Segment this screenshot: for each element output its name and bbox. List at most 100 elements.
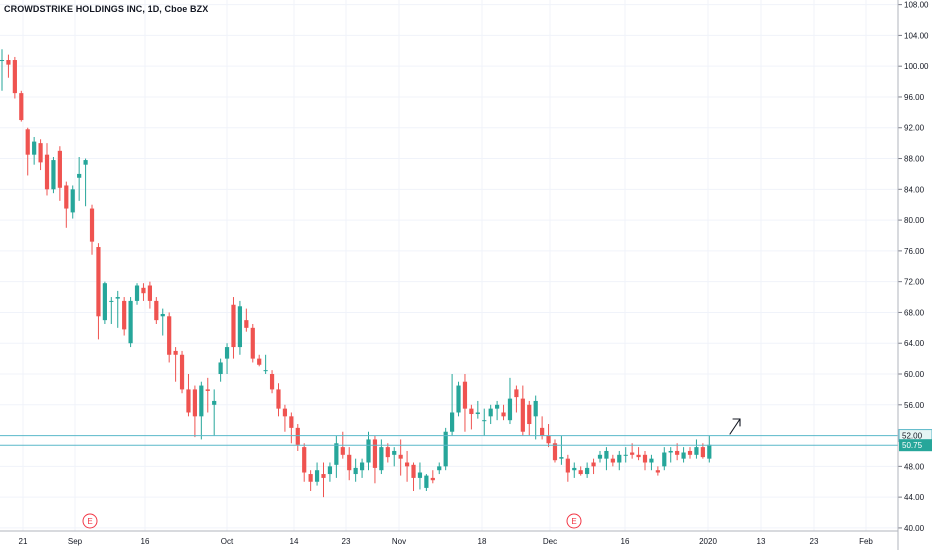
candle-body (527, 404, 532, 425)
price-tick-label: 108.00 (904, 1, 929, 10)
candle-body (372, 439, 378, 468)
price-label: 50.75 (902, 441, 923, 450)
time-tick-label: 14 (290, 537, 299, 546)
candle-body (707, 444, 712, 459)
candle-body (205, 389, 210, 391)
price-axis: 108.00 104.00 100.00 96.00 92.00 88.00 84.00 80… (897, 0, 929, 550)
candle (495, 400, 500, 421)
candle-body (649, 458, 654, 463)
candle (572, 462, 577, 478)
candle (115, 290, 120, 328)
candle (450, 374, 455, 436)
candle (655, 466, 660, 476)
candle (224, 343, 230, 375)
candle-body (507, 398, 513, 421)
candle (102, 281, 107, 324)
earnings-marker: E (82, 513, 98, 529)
candle (501, 404, 506, 421)
candle-body (115, 297, 120, 299)
chart-title: CROWDSTRIKE HOLDINGS INC, 1D, Cboe BZX (4, 4, 209, 14)
candle-body (212, 400, 217, 405)
candle (662, 447, 667, 471)
candle-body (443, 431, 448, 467)
candle (443, 427, 448, 471)
candle-body (282, 408, 288, 417)
price-tick-label: 60.00 (904, 370, 925, 379)
candle-body (610, 458, 615, 463)
candle (192, 385, 197, 438)
candle (411, 462, 416, 491)
candle-body (102, 283, 107, 321)
candle (617, 450, 622, 471)
candle-body (366, 439, 371, 463)
candle (231, 297, 236, 359)
candle-body (122, 300, 127, 330)
price-tick-label: 92.00 (904, 124, 925, 133)
candle-body (70, 189, 75, 213)
price-tick-label: 64.00 (904, 339, 925, 348)
candle-body (192, 389, 197, 417)
candle-body (482, 420, 487, 422)
candle-body (597, 454, 603, 459)
earnings-marker-label: E (87, 517, 92, 526)
candle (257, 354, 262, 367)
candle-body (12, 60, 17, 94)
candle-body (154, 300, 159, 321)
earnings-marker: E (566, 513, 582, 529)
chart-grid (0, 0, 898, 531)
candle-body (302, 447, 307, 473)
price-tick-label: 72.00 (904, 278, 925, 287)
candle (578, 466, 583, 476)
earnings-marker-circle (566, 513, 582, 529)
price-tick-label: 40.00 (904, 524, 925, 533)
candle (404, 450, 410, 482)
candle-body (437, 466, 442, 471)
candle (51, 156, 56, 194)
candle (199, 381, 204, 440)
candle-body (462, 381, 468, 409)
candle (6, 54, 11, 78)
candle-body (295, 427, 300, 445)
candle (218, 358, 223, 382)
candle (244, 308, 249, 332)
candle-body (231, 304, 236, 348)
candle-body (64, 185, 69, 209)
candle-body (353, 467, 358, 475)
candle (141, 283, 146, 301)
candle (488, 404, 493, 425)
candle (38, 139, 43, 171)
candle-body (218, 362, 223, 375)
candle (437, 462, 442, 475)
candle (392, 447, 397, 467)
candle (89, 204, 95, 255)
candle (462, 374, 468, 432)
candle (109, 297, 114, 324)
candle-body (263, 370, 268, 372)
candle-body (244, 320, 249, 328)
candle-body (636, 454, 641, 458)
candle-body (321, 474, 326, 478)
price-tick-label: 76.00 (904, 247, 925, 256)
candle (263, 354, 268, 375)
candle-body (385, 447, 390, 458)
candle (269, 370, 275, 394)
candle (282, 404, 288, 432)
candle (424, 474, 429, 491)
time-tick-label: 13 (757, 537, 766, 546)
candle-body (475, 412, 480, 415)
time-tick-label: 16 (621, 537, 630, 546)
candle (636, 447, 641, 461)
candle-body (456, 385, 461, 413)
candle-body (604, 450, 609, 459)
candle (430, 470, 435, 484)
candle-body (44, 154, 50, 190)
candle-body (51, 160, 56, 190)
candle (700, 443, 705, 459)
candle (565, 454, 570, 482)
candle-body (327, 466, 333, 475)
candle-body (591, 462, 596, 467)
price-tick-label: 68.00 (904, 308, 925, 317)
time-tick-label: 23 (342, 537, 351, 546)
candle (179, 350, 185, 394)
